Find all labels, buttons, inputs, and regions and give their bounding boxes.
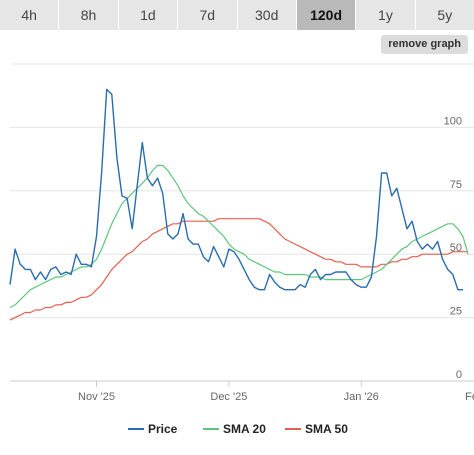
remove-graph-button[interactable]: remove graph (381, 35, 468, 54)
y-tick-label: 25 (450, 306, 462, 318)
legend-label: SMA 50 (305, 422, 348, 436)
tab-1y[interactable]: 1y (356, 0, 416, 30)
tab-30d[interactable]: 30d (237, 0, 297, 30)
sma50-line (9, 218, 469, 321)
legend-label: SMA 20 (223, 422, 266, 436)
legend-price[interactable]: Price (128, 422, 178, 436)
chart-series (9, 88, 469, 321)
sma20-line (9, 164, 469, 309)
timeframe-tabs: 4h 8h 1d 7d 30d 120d 1y 5y (0, 0, 474, 30)
legend-label: Price (148, 422, 178, 436)
x-tick-label: Nov '25 (78, 391, 115, 403)
chart-legend: Price SMA 20 SMA 50 (128, 422, 348, 436)
legend-sma20[interactable]: SMA 20 (203, 422, 266, 436)
y-tick-label: 0 (456, 369, 462, 381)
tab-1d[interactable]: 1d (118, 0, 179, 30)
tab-8h[interactable]: 8h (59, 0, 119, 30)
x-tick-label: Jan '26 (344, 391, 379, 403)
x-tick-label: Dec '25 (210, 391, 247, 403)
y-tick-label: 75 (450, 179, 462, 191)
legend-sma50[interactable]: SMA 50 (285, 422, 348, 436)
tab-4h[interactable]: 4h (0, 0, 60, 30)
tab-5y[interactable]: 5y (415, 0, 474, 30)
grid-lines (10, 63, 474, 382)
x-tick-label: Feb '26 (465, 391, 474, 403)
price-line (9, 88, 463, 291)
tab-120d[interactable]: 120d (296, 0, 357, 30)
tab-7d[interactable]: 7d (178, 0, 238, 30)
y-tick-label: 100 (444, 115, 462, 127)
x-axis: Nov '25 Dec '25 Jan '26 Feb '26 (10, 380, 474, 403)
